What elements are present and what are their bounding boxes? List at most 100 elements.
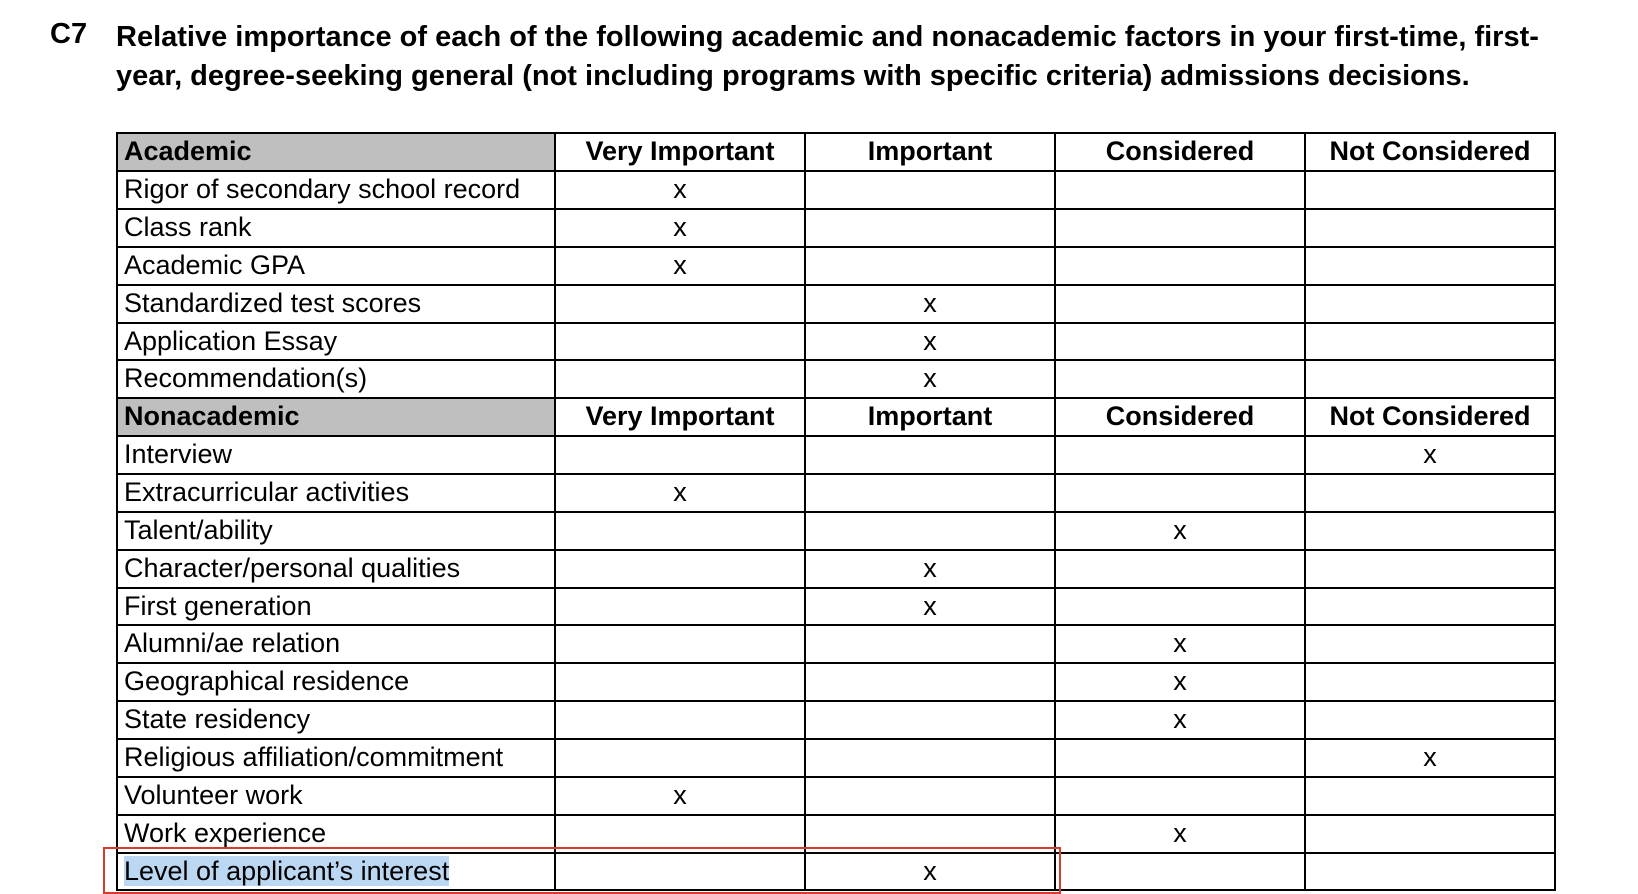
table-cell	[1305, 323, 1555, 361]
row-label: Level of applicant’s interest	[117, 853, 555, 891]
table-cell	[1305, 247, 1555, 285]
table-cell	[805, 663, 1055, 701]
row-label: First generation	[117, 588, 555, 626]
column-header: Not Considered	[1305, 133, 1555, 171]
table-row: Religious affiliation/commitmentx	[117, 739, 1555, 777]
section-id: C7	[50, 18, 116, 51]
table-cell: x	[1055, 663, 1305, 701]
page: C7 Relative importance of each of the fo…	[0, 0, 1638, 878]
table-cell	[805, 701, 1055, 739]
table-cell	[805, 512, 1055, 550]
mark-icon: x	[1173, 818, 1187, 848]
column-header: Very Important	[555, 133, 805, 171]
table-cell	[555, 663, 805, 701]
table-cell	[1305, 474, 1555, 512]
table-row: Application Essayx	[117, 323, 1555, 361]
table-row: Academic GPAx	[117, 247, 1555, 285]
row-label: Alumni/ae relation	[117, 625, 555, 663]
table-cell	[1055, 171, 1305, 209]
table-cell	[805, 436, 1055, 474]
table-cell	[1305, 815, 1555, 853]
table-cell: x	[805, 285, 1055, 323]
table-cell	[805, 777, 1055, 815]
table-cell: x	[555, 171, 805, 209]
table-cell	[555, 360, 805, 398]
table-cell	[1055, 247, 1305, 285]
mark-icon: x	[923, 553, 937, 583]
table-cell	[1055, 360, 1305, 398]
table-cell: x	[555, 247, 805, 285]
table-cell	[1055, 285, 1305, 323]
mark-icon: x	[923, 591, 937, 621]
table-row: Work experiencex	[117, 815, 1555, 853]
table-cell: x	[1305, 436, 1555, 474]
table-row: Character/personal qualities x	[117, 550, 1555, 588]
table-cell	[1305, 360, 1555, 398]
table-row: First generation x	[117, 588, 1555, 626]
column-header: Important	[805, 133, 1055, 171]
mark-icon: x	[923, 326, 937, 356]
table-cell	[805, 625, 1055, 663]
table-cell	[1055, 323, 1305, 361]
table-row: Volunteer work x	[117, 777, 1555, 815]
factors-table: AcademicVery ImportantImportantConsidere…	[116, 132, 1556, 891]
mark-icon: x	[1423, 742, 1437, 772]
table-cell	[1055, 550, 1305, 588]
table-cell	[555, 625, 805, 663]
row-label: Talent/ability	[117, 512, 555, 550]
table-cell	[1305, 625, 1555, 663]
row-label: Character/personal qualities	[117, 550, 555, 588]
table-cell	[1055, 474, 1305, 512]
table-cell	[555, 323, 805, 361]
table-cell	[805, 209, 1055, 247]
table-cell: x	[805, 588, 1055, 626]
table-cell	[1055, 209, 1305, 247]
table-row: State residency x	[117, 701, 1555, 739]
table-cell	[1305, 588, 1555, 626]
table-cell	[555, 436, 805, 474]
table-cell	[555, 588, 805, 626]
column-header: Not Considered	[1305, 398, 1555, 436]
mark-icon: x	[1173, 704, 1187, 734]
table-cell: x	[1055, 625, 1305, 663]
section-header: C7 Relative importance of each of the fo…	[50, 18, 1578, 96]
table-cell	[555, 853, 805, 891]
mark-icon: x	[673, 780, 687, 810]
section-title: Relative importance of each of the follo…	[116, 18, 1578, 96]
table-cell	[555, 739, 805, 777]
mark-icon: x	[1173, 515, 1187, 545]
table-cell	[1305, 512, 1555, 550]
table-cell	[1305, 853, 1555, 891]
table-cell: x	[805, 853, 1055, 891]
table-cell	[1055, 588, 1305, 626]
row-label: Volunteer work	[117, 777, 555, 815]
table-cell: x	[805, 323, 1055, 361]
column-header: Considered	[1055, 133, 1305, 171]
table-cell	[805, 739, 1055, 777]
row-label: Recommendation(s)	[117, 360, 555, 398]
group-header-row: AcademicVery ImportantImportantConsidere…	[117, 133, 1555, 171]
table-row: Interview x	[117, 436, 1555, 474]
row-label: Standardized test scores	[117, 285, 555, 323]
row-label: Interview	[117, 436, 555, 474]
row-label: State residency	[117, 701, 555, 739]
table-cell: x	[555, 777, 805, 815]
table-row: Alumni/ae relation x	[117, 625, 1555, 663]
mark-icon: x	[673, 250, 687, 280]
table-cell	[805, 247, 1055, 285]
row-label: Geographical residence	[117, 663, 555, 701]
table-cell	[555, 701, 805, 739]
table-cell: x	[805, 360, 1055, 398]
table-cell	[1055, 739, 1305, 777]
table-row: Class rankx	[117, 209, 1555, 247]
table-cell	[555, 285, 805, 323]
table-cell: x	[805, 550, 1055, 588]
table-cell	[805, 815, 1055, 853]
mark-icon: x	[673, 212, 687, 242]
table-row: Extracurricular activitiesx	[117, 474, 1555, 512]
row-label: Extracurricular activities	[117, 474, 555, 512]
table-row: Standardized test scores x	[117, 285, 1555, 323]
column-header: Important	[805, 398, 1055, 436]
group-header-row: NonacademicVery ImportantImportantConsid…	[117, 398, 1555, 436]
table-cell: x	[1055, 701, 1305, 739]
